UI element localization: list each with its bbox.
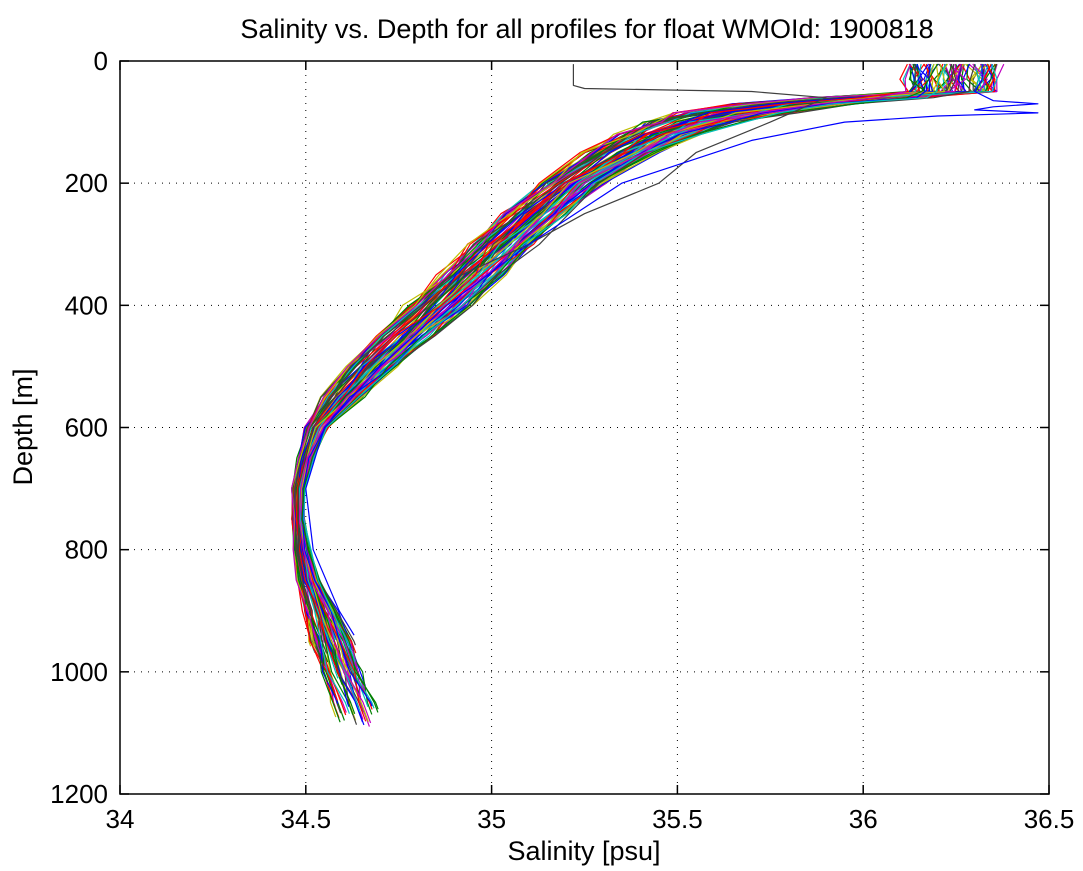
y-tick-label: 400 [65, 290, 108, 320]
chart-title: Salinity vs. Depth for all profiles for … [240, 14, 933, 44]
salinity-profile-line [297, 63, 998, 720]
salinity-profile-line [301, 63, 996, 654]
salinity-profile-line [295, 63, 909, 678]
salinity-profile-line [298, 63, 993, 722]
y-tick-label: 800 [65, 535, 108, 565]
y-axis-label: Depth [m] [8, 368, 38, 485]
salinity-profile-line [297, 64, 827, 605]
x-tick-label: 36.5 [1024, 804, 1075, 834]
salinity-profile-line [297, 63, 948, 676]
salinity-profile-line [295, 63, 998, 715]
x-tick-label: 35.5 [652, 804, 703, 834]
x-tick-label: 34 [106, 804, 135, 834]
axis-ticks [119, 60, 1050, 795]
y-tick-labels: 0 200 400 600 800 1000 1200 [50, 46, 108, 809]
grid [120, 61, 1049, 794]
y-tick-label: 1000 [50, 657, 108, 687]
y-tick-label: 0 [94, 46, 108, 76]
salinity-profile-line [291, 63, 962, 654]
x-tick-label: 34.5 [280, 804, 331, 834]
y-tick-label: 600 [65, 413, 108, 443]
profiles [291, 63, 1039, 727]
x-tick-labels: 34 34.5 35 35.5 36 36.5 [106, 804, 1075, 834]
x-tick-label: 35 [477, 804, 506, 834]
x-axis-label: Salinity [psu] [507, 836, 660, 866]
y-tick-label: 200 [65, 168, 108, 198]
salinity-profile-line [302, 63, 929, 707]
salinity-profile-line [294, 64, 955, 669]
x-tick-label: 36 [849, 804, 878, 834]
salinity-profile-line [305, 64, 1039, 636]
salinity-profile-line [303, 63, 946, 662]
y-tick-label: 1200 [50, 779, 108, 809]
